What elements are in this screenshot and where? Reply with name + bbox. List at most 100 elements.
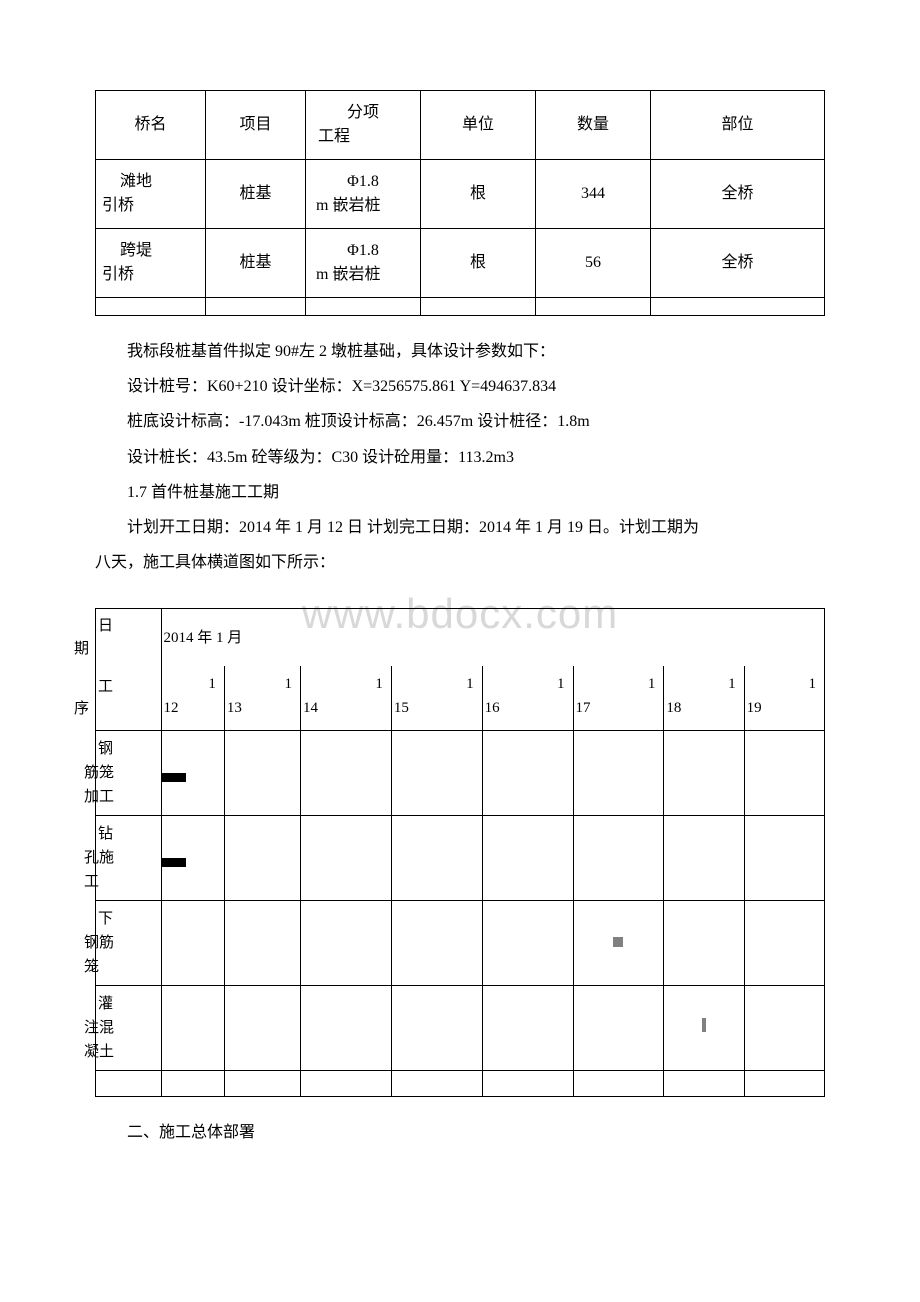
gantt-cell xyxy=(664,985,744,1070)
task-l3: 加工 xyxy=(98,785,159,809)
empty-cell xyxy=(573,1070,664,1096)
empty-cell xyxy=(391,1070,482,1096)
table-header-row: 桥名 项目 分项工程 单位 数量 部位 xyxy=(96,91,825,160)
gantt-cell xyxy=(161,730,224,815)
task-label: 钢筋笼加工 xyxy=(96,730,162,815)
gantt-cell xyxy=(482,730,573,815)
empty-cell xyxy=(300,1070,391,1096)
paragraph: 1.7 首件桩基施工工期 xyxy=(95,475,825,510)
gantt-cell xyxy=(161,985,224,1070)
gantt-date: 117 xyxy=(573,666,664,730)
gantt-bar xyxy=(162,773,186,782)
gantt-cell xyxy=(573,730,664,815)
empty-cell xyxy=(744,1070,824,1096)
empty-cell xyxy=(96,298,206,316)
gantt-header-row-1: 日期 2014 年 1 月 xyxy=(96,609,825,667)
th-unit: 单位 xyxy=(421,91,536,160)
gantt-date: 119 xyxy=(744,666,824,730)
cell-qty: 56 xyxy=(536,229,651,298)
task-l3: 笼 xyxy=(98,955,159,979)
gantt-cell xyxy=(744,900,824,985)
empty-cell xyxy=(224,1070,300,1096)
gantt-cell xyxy=(224,730,300,815)
paragraph: 设计桩长：43.5m 砼等级为：C30 设计砼用量：113.2m3 xyxy=(95,440,825,475)
paragraph: 设计桩号：K60+210 设计坐标：X=3256575.861 Y=494637… xyxy=(95,369,825,404)
task-l1: 钻 xyxy=(98,826,113,842)
empty-cell xyxy=(482,1070,573,1096)
task-label: 下钢筋笼 xyxy=(96,900,162,985)
cell-part: 全桥 xyxy=(651,160,825,229)
task-l2: 筋笼 xyxy=(98,761,159,785)
paragraph: 八天，施工具体横道图如下所示： xyxy=(95,545,825,580)
cell-sub-l1: Φ1.8 xyxy=(347,242,379,259)
cell-sub-l2: m 嵌岩桩 xyxy=(312,194,414,218)
gantt-chart: 日期 2014 年 1 月 工序 112 113 114 115 116 117… xyxy=(95,608,825,1097)
task-l3: 工 xyxy=(98,870,159,894)
gantt-cell xyxy=(482,985,573,1070)
gantt-cell xyxy=(744,985,824,1070)
empty-cell xyxy=(664,1070,744,1096)
date-num: 14 xyxy=(303,696,389,720)
section-heading: 二、施工总体部署 xyxy=(95,1115,825,1150)
cell-unit: 根 xyxy=(421,229,536,298)
design-params-block: 我标段桩基首件拟定 90#左 2 墩桩基础，具体设计参数如下： 设计桩号：K60… xyxy=(95,334,825,580)
gantt-cell xyxy=(300,815,391,900)
cell-sub-l2: m 嵌岩桩 xyxy=(312,263,414,287)
gantt-date: 112 xyxy=(161,666,224,730)
th-subitem-l1: 分项 xyxy=(347,104,379,121)
table-row: 跨堤引桥 桩基 Φ1.8m 嵌岩桩 根 56 全桥 xyxy=(96,229,825,298)
gantt-cell xyxy=(391,730,482,815)
cell-bridge-l2: 引桥 xyxy=(120,263,199,287)
gantt-date-label: 日期 xyxy=(96,609,162,667)
paragraph: 桩底设计标高：-17.043m 桩顶设计标高：26.457m 设计桩径：1.8m xyxy=(95,404,825,439)
th-subitem-l2: 工程 xyxy=(312,125,414,149)
gantt-cell xyxy=(664,900,744,985)
gantt-date: 114 xyxy=(300,666,391,730)
task-l2: 孔施 xyxy=(98,846,159,870)
cell-unit: 根 xyxy=(421,160,536,229)
th-part: 部位 xyxy=(651,91,825,160)
date-num: 13 xyxy=(227,696,298,720)
empty-cell xyxy=(306,298,421,316)
cell-bridge-l1: 跨堤 xyxy=(120,242,152,259)
table-row: 滩地引桥 桩基 Φ1.8m 嵌岩桩 根 344 全桥 xyxy=(96,160,825,229)
gantt-cell xyxy=(300,985,391,1070)
cell-bridge: 滩地引桥 xyxy=(96,160,206,229)
date-num: 18 xyxy=(666,696,741,720)
gantt-task-row: 钢筋笼加工 xyxy=(96,730,825,815)
cell-part: 全桥 xyxy=(651,229,825,298)
gantt-task-row: 灌注混凝土 xyxy=(96,985,825,1070)
date-num: 16 xyxy=(485,696,571,720)
task-label: 灌注混凝土 xyxy=(96,985,162,1070)
th-bridge: 桥名 xyxy=(96,91,206,160)
empty-cell xyxy=(536,298,651,316)
page-content: 桥名 项目 分项工程 单位 数量 部位 滩地引桥 桩基 Φ1.8m 嵌岩桩 根 … xyxy=(95,90,825,1150)
paragraph: 我标段桩基首件拟定 90#左 2 墩桩基础，具体设计参数如下： xyxy=(95,334,825,369)
th-qty: 数量 xyxy=(536,91,651,160)
quantity-table: 桥名 项目 分项工程 单位 数量 部位 滩地引桥 桩基 Φ1.8m 嵌岩桩 根 … xyxy=(95,90,825,316)
task-l3: 凝土 xyxy=(98,1040,159,1064)
table-empty-row xyxy=(96,298,825,316)
cell-sub-l1: Φ1.8 xyxy=(347,173,379,190)
gantt-cell xyxy=(664,815,744,900)
cell-subitem: Φ1.8 m 嵌岩桩 xyxy=(306,160,421,229)
cell-bridge: 跨堤引桥 xyxy=(96,229,206,298)
th-item: 项目 xyxy=(206,91,306,160)
gantt-cell xyxy=(391,815,482,900)
task-label: 钻孔施工 xyxy=(96,815,162,900)
gantt-cell xyxy=(300,730,391,815)
gantt-date: 115 xyxy=(391,666,482,730)
gantt-cell xyxy=(300,900,391,985)
task-l1: 下 xyxy=(98,911,113,927)
gantt-cell xyxy=(391,985,482,1070)
gantt-bar xyxy=(613,937,623,947)
gantt-cell xyxy=(573,900,664,985)
gantt-date: 113 xyxy=(224,666,300,730)
gantt-bar xyxy=(162,858,186,867)
date-label-text2: 期 xyxy=(98,638,159,661)
gantt-cell xyxy=(224,815,300,900)
empty-cell xyxy=(206,298,306,316)
gantt-cell xyxy=(161,900,224,985)
gantt-cell xyxy=(573,985,664,1070)
cell-qty: 344 xyxy=(536,160,651,229)
